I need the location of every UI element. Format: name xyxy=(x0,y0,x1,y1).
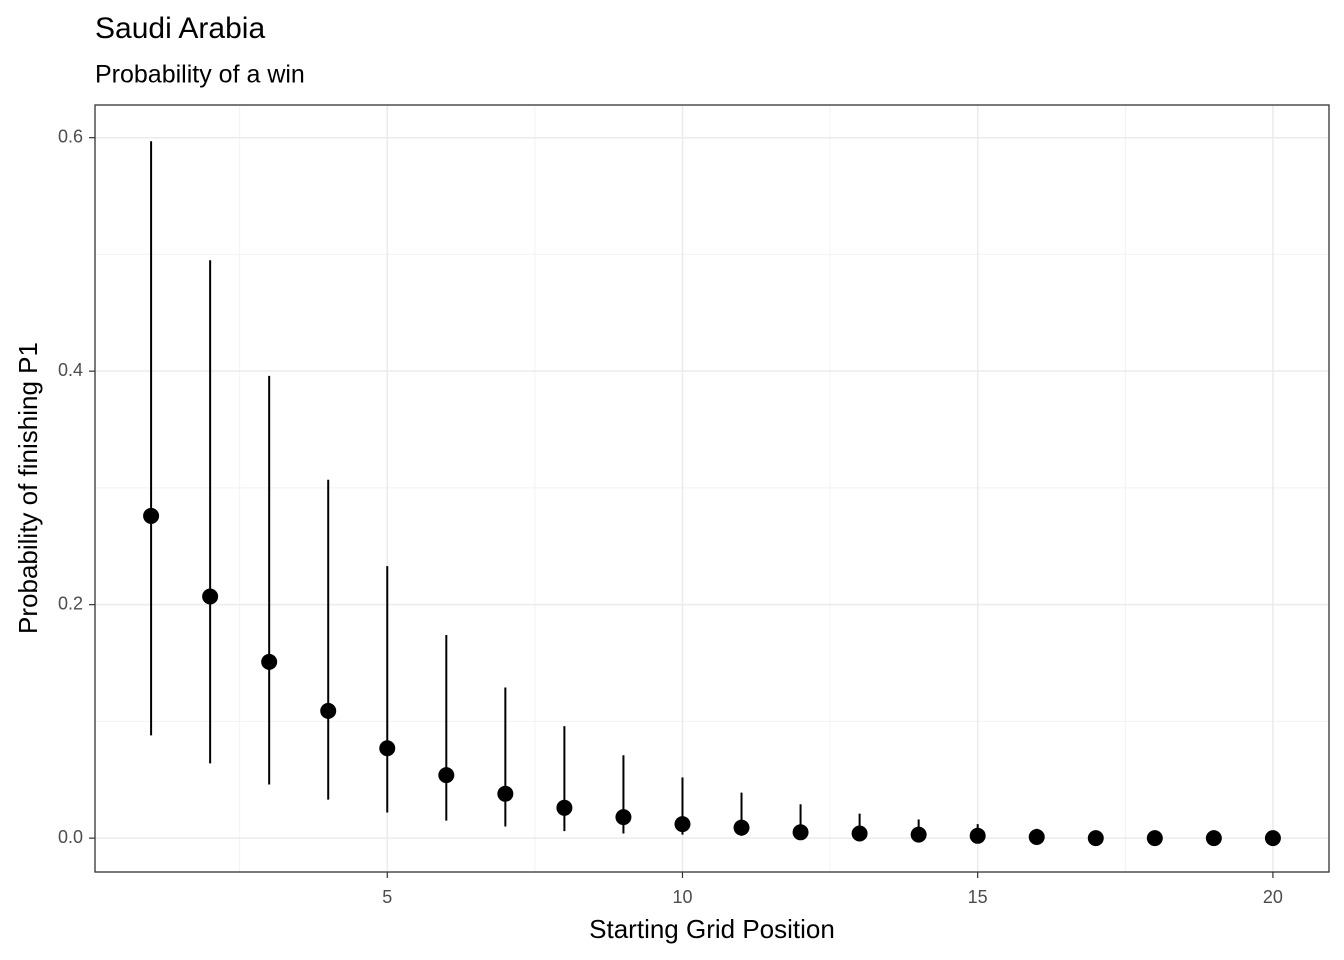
point xyxy=(969,827,986,844)
y-tick-label: 0.2 xyxy=(58,593,83,613)
plot: 5 10 15 20 0.0 0.2 0.4 0.6 xyxy=(58,104,1330,907)
point xyxy=(851,825,868,842)
point xyxy=(792,824,809,841)
point xyxy=(497,785,514,802)
point xyxy=(674,816,691,833)
point xyxy=(143,507,160,524)
panel-border xyxy=(94,104,1330,873)
point xyxy=(1087,830,1104,847)
point xyxy=(438,767,455,784)
point xyxy=(261,653,278,670)
point xyxy=(202,588,219,605)
x-tick-label: 15 xyxy=(968,887,988,907)
point xyxy=(1028,828,1045,845)
point xyxy=(320,702,337,719)
chart-title: Saudi Arabia xyxy=(95,12,265,45)
point xyxy=(1146,830,1163,847)
point xyxy=(615,809,632,826)
point xyxy=(733,819,750,836)
x-tick-label: 10 xyxy=(672,887,692,907)
x-tick-label: 5 xyxy=(382,887,392,907)
y-axis-title: Probability of finishing P1 xyxy=(13,342,43,634)
chart-subtitle: Probability of a win xyxy=(95,61,305,89)
point xyxy=(379,740,396,757)
point xyxy=(910,826,927,843)
x-tick-label: 20 xyxy=(1263,887,1283,907)
point xyxy=(556,799,573,816)
x-axis-title: Starting Grid Position xyxy=(589,914,835,944)
y-tick-label: 0.6 xyxy=(58,126,83,146)
y-tick-label: 0.4 xyxy=(58,360,83,380)
point xyxy=(1264,830,1281,847)
point xyxy=(1205,830,1222,847)
y-tick-label: 0.0 xyxy=(58,827,83,847)
